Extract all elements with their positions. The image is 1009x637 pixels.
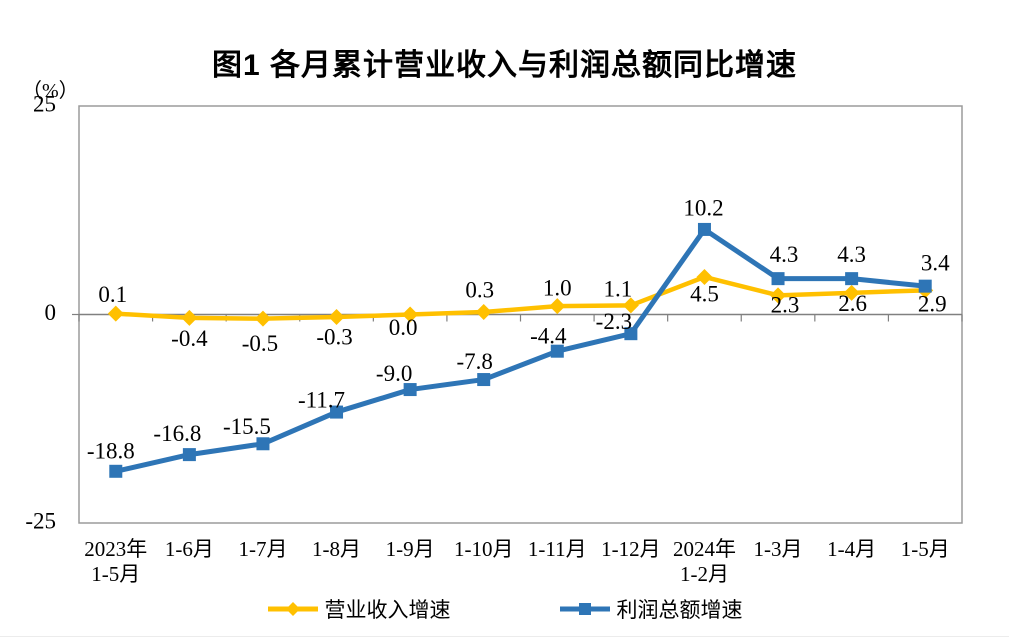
x-axis-label: 1-7月 (238, 537, 287, 561)
y-axis-unit-label: （%） (22, 80, 79, 102)
data-point-label: 0.0 (389, 315, 418, 340)
x-axis-label: 1-11月 (528, 537, 587, 561)
data-point-marker (697, 222, 711, 236)
legend: 营业收入增速 利润总额增速 (0, 594, 1009, 624)
data-point-label: -0.5 (242, 331, 278, 356)
data-point-marker (107, 305, 124, 322)
data-point-marker (843, 284, 860, 301)
data-point-label: 0.3 (465, 277, 494, 302)
data-point-label: 4.3 (770, 242, 799, 267)
profit-series-swatch-icon (559, 603, 610, 615)
data-point-marker (182, 448, 196, 462)
profit-series-line (113, 226, 928, 474)
data-point-label: 4.5 (690, 281, 719, 306)
x-axis-label: 1-10月 (454, 537, 514, 561)
data-point-marker (624, 327, 638, 341)
data-point-marker (109, 464, 123, 478)
x-axis-label: 1-5月 (901, 537, 950, 561)
data-point-label: 3.4 (921, 250, 950, 275)
x-axis-label: 2024年 1-2月 (673, 537, 736, 586)
legend-label-profit: 利润总额增速 (616, 598, 743, 622)
x-axis-label: 1-6月 (165, 537, 214, 561)
data-point-label: 1.0 (543, 275, 572, 300)
data-point-label: -2.3 (596, 309, 632, 334)
chart-title: 图1 各月累计营业收入与利润总额同比增速 (211, 49, 798, 82)
revenue-series-line (113, 274, 928, 321)
line-chart: 25 0 -25 2023年 1-5月 1-6月 1-7月 1-8月 1-9月 1-10月 1-11… (25, 91, 963, 586)
x-axis-label: 1-8月 (312, 537, 361, 561)
x-axis-label: 2023年 1-5月 (84, 537, 147, 586)
data-point-marker (477, 373, 491, 387)
data-point-label: 2.6 (838, 291, 867, 316)
data-point-marker (475, 303, 492, 320)
data-point-label: 10.2 (683, 196, 723, 221)
y-axis-label: 25 (33, 91, 56, 116)
data-point-marker (403, 383, 417, 397)
y-axis-label: -25 (25, 508, 56, 533)
data-point-label: -11.7 (298, 387, 345, 412)
data-point-label: -9.0 (376, 361, 412, 386)
x-axis-label: 1-9月 (386, 537, 435, 561)
data-point-marker (254, 310, 271, 327)
data-point-label: 2.9 (918, 292, 947, 317)
data-point-marker (328, 309, 345, 326)
data-point-marker (181, 309, 198, 326)
data-point-label: 2.3 (771, 293, 800, 318)
data-point-label: -7.8 (456, 349, 492, 374)
revenue-series-swatch-icon (267, 602, 318, 616)
data-point-marker (330, 405, 344, 419)
x-axis-label: 1-12月 (601, 537, 661, 561)
data-point-label: -16.8 (153, 421, 201, 446)
data-point-marker (696, 268, 713, 285)
data-point-label: -0.3 (316, 324, 352, 349)
data-point-label: 0.1 (98, 282, 127, 307)
data-point-marker (549, 298, 566, 315)
legend-item-revenue: 营业收入增速 (267, 594, 451, 624)
data-point-label: 4.3 (837, 242, 866, 267)
data-point-marker (550, 344, 564, 358)
data-point-marker (771, 272, 785, 286)
data-point-marker (845, 272, 859, 286)
profit-series (109, 222, 932, 478)
data-point-marker (256, 437, 270, 451)
data-point-label: 1.1 (604, 277, 633, 302)
data-point-label: -0.4 (171, 326, 208, 351)
revenue-series (107, 268, 934, 327)
data-point-marker (622, 297, 639, 314)
legend-item-profit: 利润总额增速 (559, 594, 743, 624)
data-point-marker (770, 287, 787, 304)
data-point-label: -4.4 (530, 323, 567, 348)
x-axis-label: 1-3月 (754, 537, 803, 561)
data-point-label: -15.5 (223, 414, 271, 439)
legend-label-revenue: 营业收入增速 (324, 598, 451, 622)
x-axis-label: 1-4月 (827, 537, 876, 561)
y-axis-label: 0 (45, 300, 57, 325)
data-point-label: -18.8 (87, 439, 135, 464)
data-point-marker (918, 279, 932, 293)
data-point-marker (402, 306, 419, 323)
